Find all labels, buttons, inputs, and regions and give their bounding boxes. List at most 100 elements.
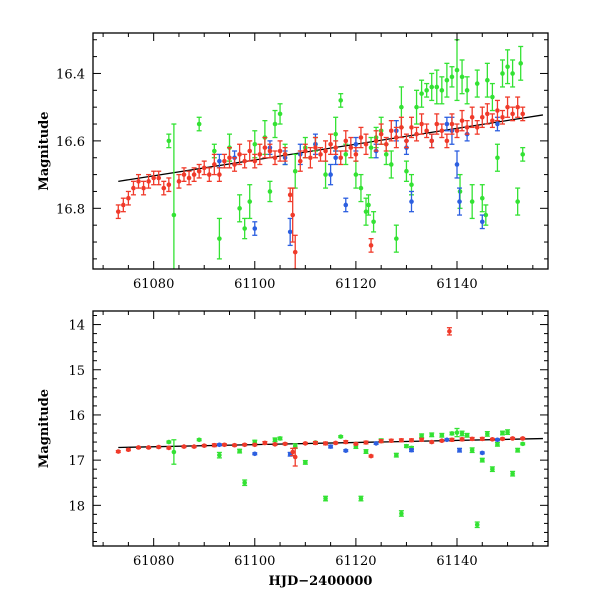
top-red-point: [166, 182, 172, 188]
bottom-red-point: [490, 437, 495, 442]
top-blue-point: [287, 229, 293, 235]
bottom-blue-point: [495, 437, 500, 443]
bottom-red-point: [201, 443, 207, 448]
top-green-point: [343, 152, 349, 157]
bottom-green-point: [505, 429, 510, 435]
top-blue-point: [409, 199, 414, 204]
bottom-red-point: [191, 444, 197, 449]
top-blue-point: [457, 199, 462, 204]
top-red-point: [131, 185, 136, 191]
top-green-point: [399, 104, 404, 110]
top-green-point: [459, 74, 465, 80]
bottom-xtick-label: 61080: [133, 554, 174, 569]
bottom-xlabel: HJD−2400000: [269, 574, 373, 589]
bottom-red-point: [272, 442, 278, 447]
bottom-red-point: [232, 442, 237, 448]
top-green-point: [404, 168, 409, 174]
top-red-point: [237, 152, 242, 157]
bottom-red-point: [222, 442, 227, 448]
top-blue-point: [454, 162, 460, 167]
top-blue-point: [479, 219, 485, 225]
top-green-point: [272, 121, 278, 127]
top-red-point: [343, 138, 349, 144]
top-green-point: [171, 212, 177, 218]
top-blue-point: [252, 226, 258, 231]
top-red-point: [490, 118, 495, 123]
bottom-panel: 61080 61100 61120 61140 14 15 16 17 18 Magnitude H…: [37, 310, 549, 589]
top-red-point: [287, 192, 293, 198]
bottom-red-point: [500, 436, 505, 442]
bottom-green-point: [454, 430, 460, 435]
top-green-point: [383, 152, 389, 157]
top-green-point: [267, 189, 273, 194]
top-green-point: [394, 236, 399, 241]
top-red-point: [348, 145, 354, 150]
top-green-point: [454, 67, 460, 73]
bottom-green-point: [242, 480, 247, 486]
bottom-green-point: [439, 432, 445, 438]
top-red-point: [353, 152, 359, 157]
bottom-ytick-label: 17: [68, 454, 85, 469]
top-green-point: [439, 88, 445, 93]
bottom-blue-point: [217, 442, 222, 448]
top-green-point: [520, 152, 526, 157]
bottom-green-point: [520, 441, 526, 447]
top-series-red: [115, 96, 526, 269]
top-red-point: [368, 243, 374, 248]
bottom-red-point: [126, 447, 131, 453]
top-green-point: [429, 84, 435, 90]
top-red-point: [323, 148, 328, 154]
top-red-point: [434, 121, 440, 127]
top-blue-point: [328, 172, 333, 177]
top-ytick-label: 16.4: [56, 67, 85, 82]
bottom-red-point: [146, 445, 151, 450]
bottom-series-blue: [216, 437, 500, 457]
bottom-green-point: [485, 431, 490, 437]
top-red-point: [303, 148, 308, 154]
top-red-point: [500, 114, 505, 120]
bottom-green-point: [237, 448, 242, 454]
top-blue-point: [444, 121, 450, 127]
bottom-green-point: [449, 431, 455, 436]
bottom-red-point: [399, 437, 404, 443]
bottom-red-point: [479, 436, 485, 442]
top-green-point: [479, 195, 485, 201]
top-red-point: [222, 158, 227, 164]
bottom-red-point: [363, 440, 369, 445]
bottom-green-point: [217, 452, 222, 458]
top-red-point: [292, 249, 298, 255]
top-green-point: [366, 202, 371, 208]
bottom-ytick-label: 16: [68, 409, 85, 424]
top-green-point: [196, 121, 202, 127]
top-green-point: [444, 77, 450, 83]
bottom-red-point: [459, 437, 465, 442]
top-green-point: [518, 61, 523, 66]
top-red-point: [290, 212, 295, 218]
top-red-point: [146, 179, 151, 184]
top-red-point: [318, 152, 323, 157]
top-red-point: [505, 104, 510, 110]
top-red-point: [136, 179, 141, 184]
top-red-point: [201, 165, 207, 171]
bottom-green-point: [363, 449, 369, 454]
bottom-blue-point: [409, 447, 414, 453]
top-red-point: [439, 128, 445, 134]
top-red-point: [449, 121, 455, 127]
top-green-point: [323, 172, 328, 177]
top-green-point: [485, 77, 490, 83]
bottom-green-point: [429, 432, 435, 438]
top-green-point: [495, 155, 500, 161]
top-green-point: [166, 138, 172, 144]
top-red-point: [262, 145, 268, 150]
bottom-green-point: [500, 430, 505, 436]
bottom-red-point: [136, 445, 141, 450]
top-blue-point: [495, 121, 500, 127]
top-green-point: [483, 212, 489, 218]
bottom-green-point: [495, 442, 500, 447]
top-green-point: [388, 162, 394, 167]
top-red-point: [126, 195, 131, 201]
top-red-point: [333, 145, 338, 150]
top-red-point: [474, 125, 480, 130]
bottom-red-point: [156, 444, 162, 450]
bottom-red-point: [469, 436, 475, 442]
